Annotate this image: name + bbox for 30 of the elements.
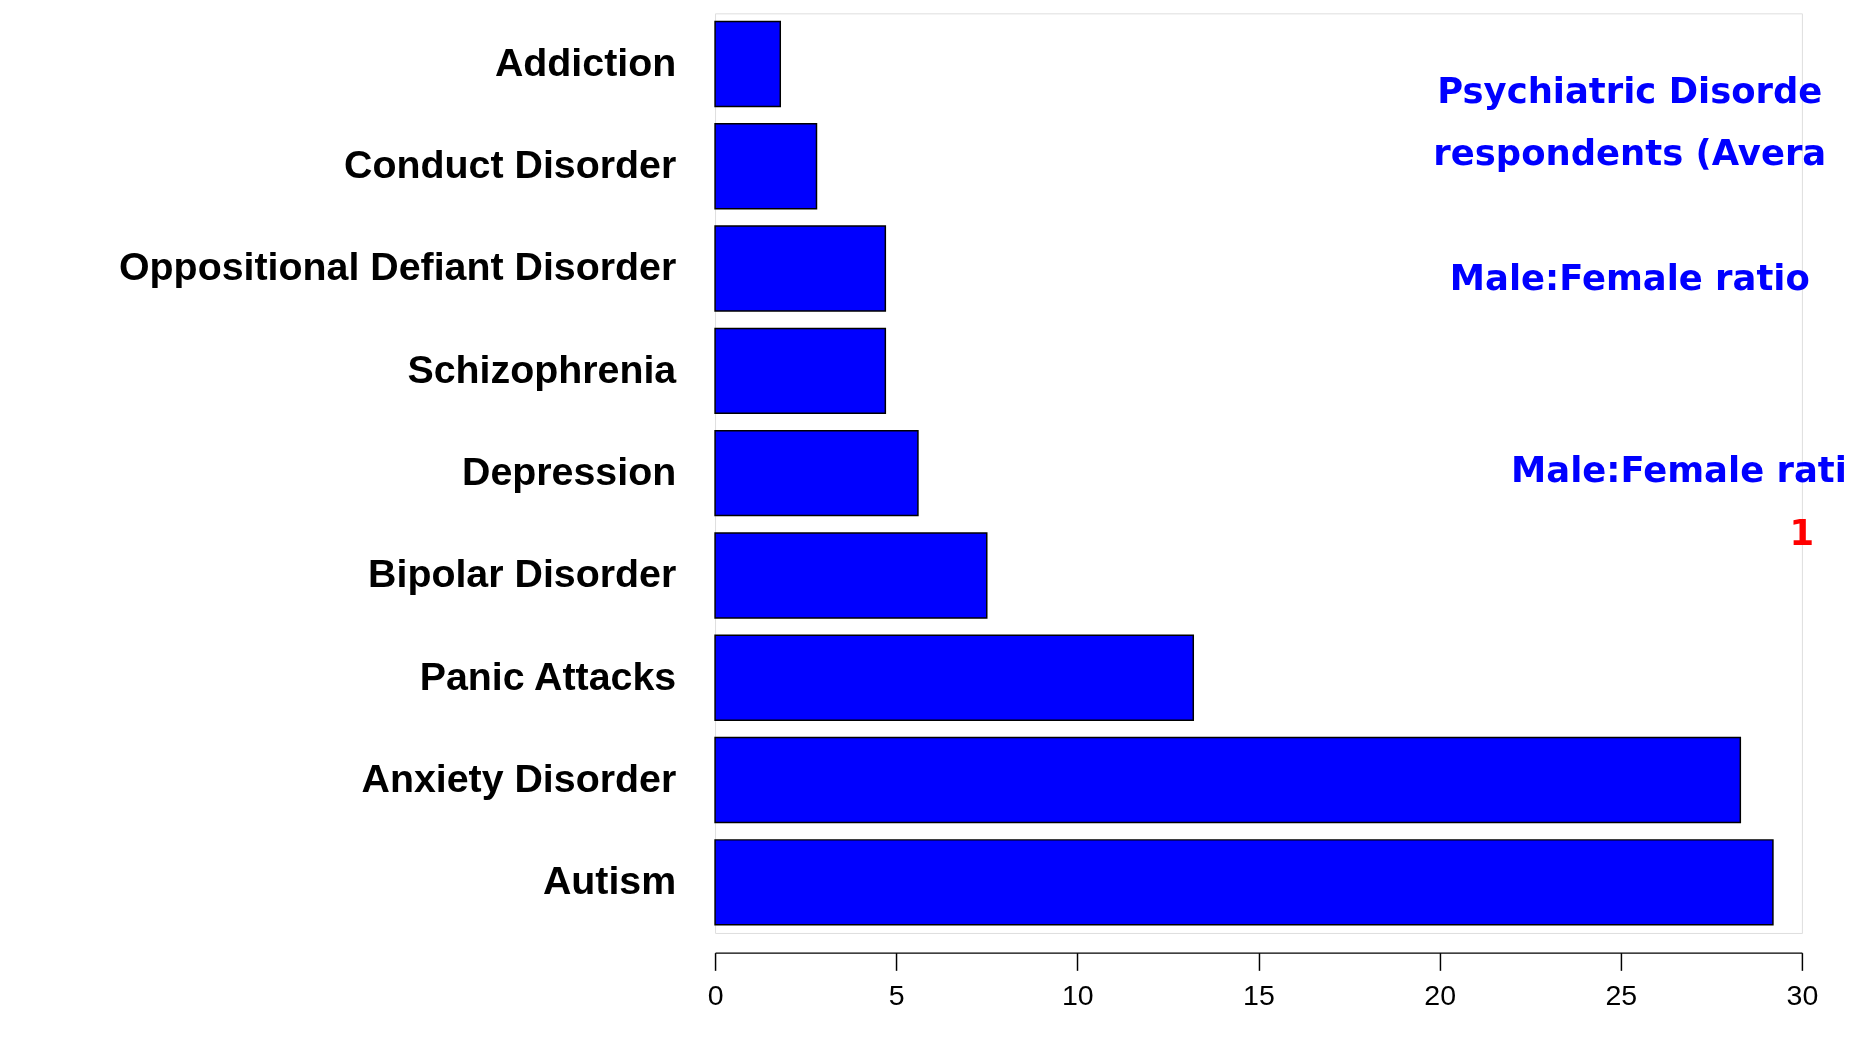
- y-tick-label: Depression: [462, 448, 677, 493]
- x-tick-label: 25: [1605, 979, 1638, 1012]
- bar: [714, 20, 782, 108]
- y-tick-label: Bipolar Disorder: [368, 551, 677, 596]
- bar: [714, 839, 1774, 926]
- y-tick-label: Anxiety Disorder: [361, 755, 677, 800]
- y-tick-label: Panic Attacks: [419, 653, 677, 698]
- x-tick-label: 5: [888, 979, 905, 1012]
- x-tick-label: 20: [1424, 979, 1456, 1012]
- y-tick-label: Autism: [542, 858, 677, 903]
- annotation: 1: [1789, 512, 1815, 554]
- y-tick-label: Oppositional Defiant Disorder: [119, 244, 677, 289]
- bar: [714, 225, 887, 312]
- bar: [714, 532, 988, 619]
- y-tick-label: Conduct Disorder: [344, 142, 677, 187]
- x-tick-label: 0: [707, 979, 724, 1012]
- x-tick-label: 10: [1061, 979, 1094, 1012]
- bar: [714, 429, 919, 517]
- y-tick-label: Addiction: [494, 39, 677, 84]
- x-tick-label: 15: [1243, 979, 1275, 1012]
- x-tick-label: 30: [1786, 979, 1819, 1012]
- bar: [714, 327, 887, 415]
- bar: [714, 736, 1742, 824]
- annotation: respondents (Avera: [1433, 131, 1827, 173]
- annotation: Male:Female ratio: [1449, 256, 1810, 298]
- annotation: Male:Female rati: [1511, 448, 1847, 490]
- bar: [714, 123, 818, 210]
- annotation: Psychiatric Disorde: [1437, 69, 1823, 111]
- bar: [714, 634, 1195, 721]
- y-tick-label: Schizophrenia: [407, 346, 678, 391]
